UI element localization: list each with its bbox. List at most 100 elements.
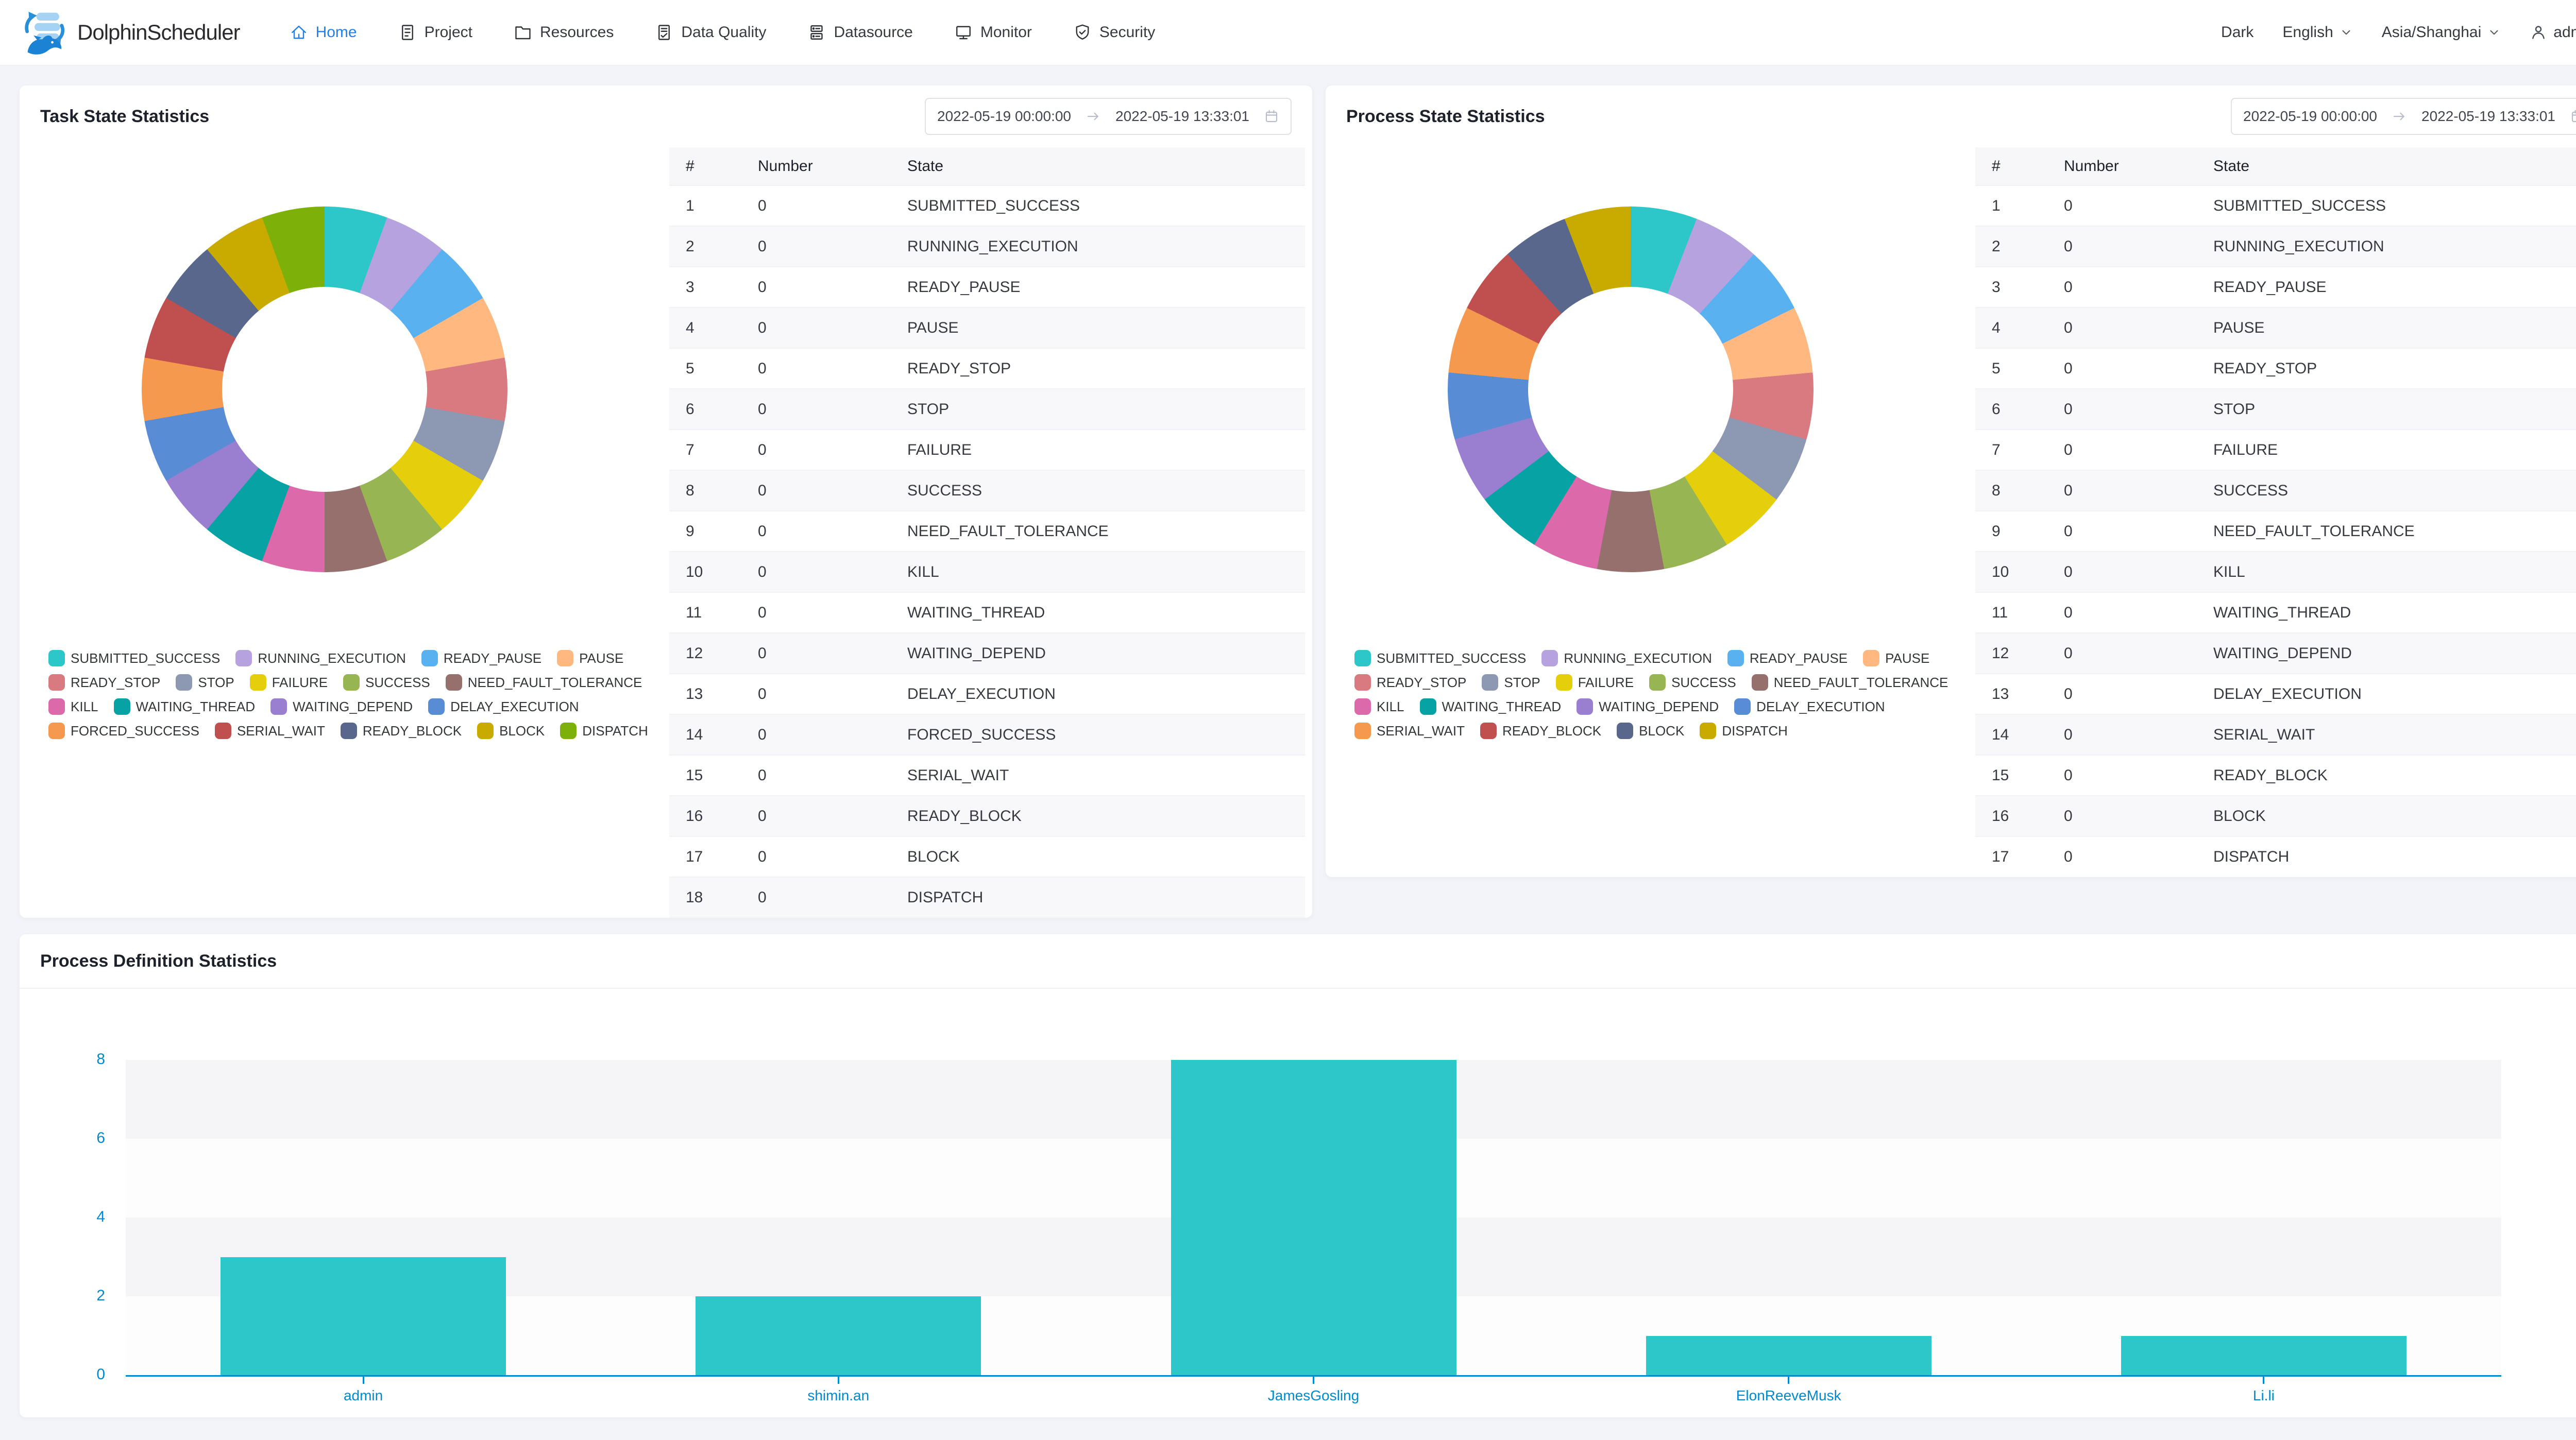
- process-definition-statistics-card: Process Definition Statistics 8 6 4 2 0 admin…: [20, 934, 2576, 1417]
- legend-item-forced_success[interactable]: FORCED_SUCCESS: [48, 723, 199, 739]
- table-row: 8 0 SUCCESS: [1975, 470, 2576, 511]
- x-axis-tick: [837, 1377, 839, 1384]
- legend-item-waiting_depend[interactable]: WAITING_DEPEND: [1577, 698, 1719, 715]
- legend-item-block[interactable]: BLOCK: [1617, 723, 1684, 739]
- table-cell: 0: [741, 674, 891, 715]
- nav-item-data-quality[interactable]: Data Quality: [634, 0, 787, 65]
- legend-label: SUCCESS: [1671, 674, 1736, 690]
- nav-item-home[interactable]: Home: [269, 0, 378, 65]
- legend-item-submitted_success[interactable]: SUBMITTED_SUCCESS: [1354, 650, 1526, 666]
- brand[interactable]: DolphinScheduler: [23, 9, 241, 56]
- legend-item-running_execution[interactable]: RUNNING_EXECUTION: [1541, 650, 1712, 666]
- table-row: 2 0 RUNNING_EXECUTION: [669, 226, 1305, 267]
- table-row: 5 0 READY_STOP: [1975, 348, 2576, 389]
- table-cell: READY_STOP: [891, 348, 1305, 389]
- legend-item-waiting_thread[interactable]: WAITING_THREAD: [1419, 698, 1561, 715]
- legend-label: DISPATCH: [1722, 723, 1788, 739]
- legend-item-kill[interactable]: KILL: [1354, 698, 1404, 715]
- table-cell: DISPATCH: [2197, 836, 2576, 877]
- timezone-select[interactable]: Asia/Shanghai: [2382, 24, 2501, 41]
- date-range-picker[interactable]: 2022-05-19 00:00:00 2022-05-19 13:33:01: [2231, 98, 2576, 135]
- legend-item-dispatch[interactable]: DISPATCH: [1700, 723, 1788, 739]
- legend-label: WAITING_THREAD: [135, 698, 256, 714]
- table-cell: PAUSE: [891, 307, 1305, 349]
- x-axis-tick: [362, 1377, 364, 1384]
- table-cell: 13: [1975, 674, 2047, 715]
- table-cell: RUNNING_EXECUTION: [2197, 226, 2576, 267]
- legend-item-ready_pause[interactable]: READY_PAUSE: [421, 650, 541, 666]
- legend-label: DELAY_EXECUTION: [450, 698, 579, 714]
- nav-item-monitor[interactable]: Monitor: [934, 0, 1053, 65]
- table-cell: 0: [2047, 185, 2197, 227]
- x-axis-category-label: ElonReeveMusk: [1736, 1387, 1841, 1403]
- legend-item-serial_wait[interactable]: SERIAL_WAIT: [1354, 723, 1465, 739]
- legend-item-ready_block[interactable]: READY_BLOCK: [340, 723, 462, 739]
- legend-item-block[interactable]: BLOCK: [477, 723, 545, 739]
- legend-item-failure[interactable]: FAILURE: [1555, 674, 1634, 691]
- legend-item-need_fault_tolerance[interactable]: NEED_FAULT_TOLERANCE: [1751, 674, 1948, 691]
- process-definition-bar-chart[interactable]: 8 6 4 2 0 admin shimin.an JamesGosling ElonReeve…: [20, 934, 2576, 1417]
- date-range-picker[interactable]: 2022-05-19 00:00:00 2022-05-19 13:33:01: [925, 98, 1292, 135]
- table-header-cell: Number: [2047, 147, 2197, 186]
- legend-item-ready_stop[interactable]: READY_STOP: [48, 674, 160, 691]
- legend-item-serial_wait[interactable]: SERIAL_WAIT: [214, 723, 325, 739]
- table-cell: 0: [741, 470, 891, 511]
- legend-item-success[interactable]: SUCCESS: [1649, 674, 1736, 691]
- table-cell: 12: [1975, 633, 2047, 674]
- legend-label: NEED_FAULT_TOLERANCE: [467, 674, 642, 690]
- legend-label: FORCED_SUCCESS: [71, 723, 199, 739]
- calendar-icon: [1264, 109, 1279, 124]
- user-menu[interactable]: admin: [2530, 24, 2576, 41]
- nav-item-resources[interactable]: Resources: [493, 0, 634, 65]
- legend-item-ready_stop[interactable]: READY_STOP: [1354, 674, 1466, 691]
- table-row: 15 0 SERIAL_WAIT: [669, 755, 1305, 796]
- table-cell: 13: [669, 674, 741, 715]
- arrow-right-icon: [1086, 109, 1101, 124]
- legend-item-waiting_thread[interactable]: WAITING_THREAD: [113, 698, 256, 715]
- legend-item-kill[interactable]: KILL: [48, 698, 98, 715]
- nav-item-security[interactable]: Security: [1053, 0, 1176, 65]
- table-row: 18 0 DISPATCH: [669, 877, 1305, 918]
- table-row: 7 0 FAILURE: [1975, 430, 2576, 471]
- table-cell: NEED_FAULT_TOLERANCE: [2197, 511, 2576, 552]
- legend-item-running_execution[interactable]: RUNNING_EXECUTION: [235, 650, 406, 666]
- table-cell: BLOCK: [2197, 796, 2576, 837]
- legend-item-ready_pause[interactable]: READY_PAUSE: [1727, 650, 1848, 666]
- top-nav-bar: DolphinScheduler Home Project Resources Dat…: [0, 0, 2576, 66]
- legend-item-pause[interactable]: PAUSE: [1863, 650, 1929, 666]
- legend-item-stop[interactable]: STOP: [1482, 674, 1540, 691]
- theme-toggle[interactable]: Dark: [2221, 24, 2253, 41]
- language-select[interactable]: English: [2282, 24, 2352, 41]
- table-cell: 0: [2047, 511, 2197, 552]
- nav-item-project[interactable]: Project: [378, 0, 493, 65]
- legend-item-ready_block[interactable]: READY_BLOCK: [1480, 723, 1601, 739]
- table-cell: 0: [741, 796, 891, 837]
- legend-color-chip: [176, 674, 193, 691]
- data-quality-icon: [655, 23, 673, 42]
- table-cell: DELAY_EXECUTION: [2197, 674, 2576, 715]
- legend-item-failure[interactable]: FAILURE: [249, 674, 328, 691]
- table-cell: 0: [741, 511, 891, 552]
- nav-item-datasource[interactable]: Datasource: [787, 0, 933, 65]
- brand-name: DolphinScheduler: [77, 20, 241, 44]
- legend-item-submitted_success[interactable]: SUBMITTED_SUCCESS: [48, 650, 220, 666]
- legend-item-need_fault_tolerance[interactable]: NEED_FAULT_TOLERANCE: [445, 674, 642, 691]
- legend-item-dispatch[interactable]: DISPATCH: [560, 723, 648, 739]
- legend-item-pause[interactable]: PAUSE: [557, 650, 623, 666]
- task-state-donut-chart[interactable]: [142, 207, 507, 572]
- legend-item-delay_execution[interactable]: DELAY_EXECUTION: [428, 698, 579, 715]
- process-state-donut-chart[interactable]: [1448, 207, 1814, 572]
- table-cell: 8: [1975, 470, 2047, 511]
- legend-color-chip: [48, 650, 65, 666]
- table-cell: SERIAL_WAIT: [891, 755, 1305, 796]
- legend-label: SERIAL_WAIT: [1377, 723, 1465, 739]
- legend-color-chip: [1727, 650, 1744, 666]
- legend-item-success[interactable]: SUCCESS: [343, 674, 430, 691]
- legend-label: RUNNING_EXECUTION: [258, 650, 406, 666]
- legend-item-delay_execution[interactable]: DELAY_EXECUTION: [1734, 698, 1885, 715]
- legend-item-stop[interactable]: STOP: [176, 674, 234, 691]
- table-row: 10 0 KILL: [669, 552, 1305, 593]
- legend-label: SERIAL_WAIT: [236, 723, 325, 739]
- table-row: 5 0 READY_STOP: [669, 348, 1305, 389]
- legend-item-waiting_depend[interactable]: WAITING_DEPEND: [270, 698, 413, 715]
